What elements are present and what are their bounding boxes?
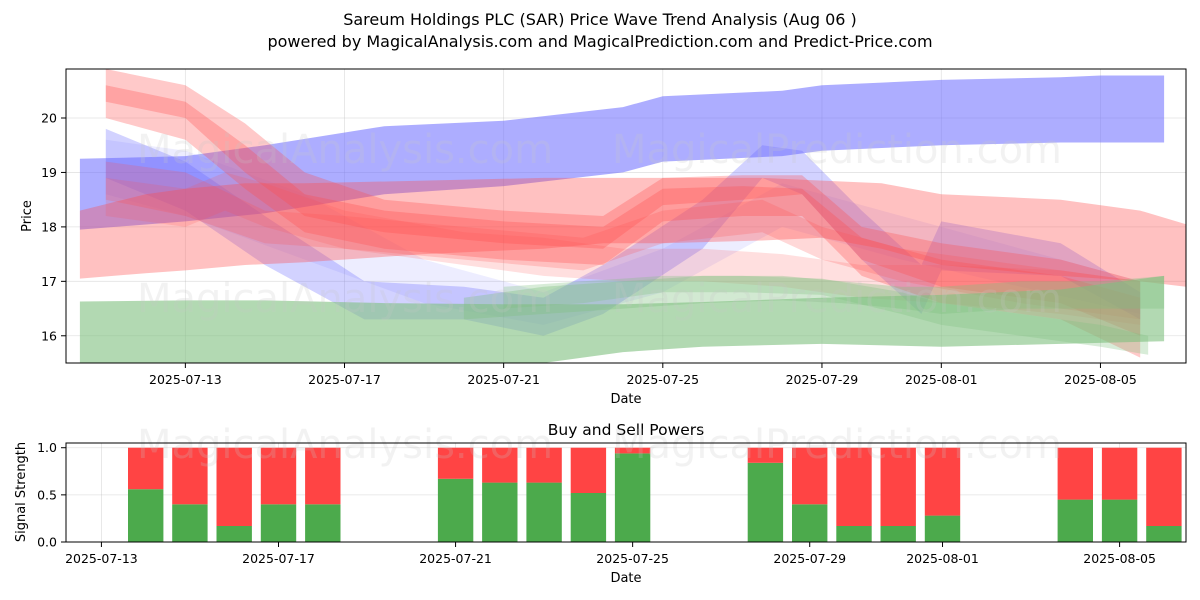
buy-bar-2025-07-23 bbox=[526, 482, 562, 542]
buy-bar-2025-07-25 bbox=[614, 453, 651, 542]
price-y-tick-label: 19 bbox=[41, 165, 57, 180]
power-y-ticks: 0.0 0.5 1.0 bbox=[37, 440, 66, 550]
sell-bar-2025-07-29 bbox=[792, 447, 828, 505]
power-plot-frame bbox=[65, 442, 1187, 543]
buy-bar-2025-08-01 bbox=[924, 515, 961, 542]
power-x-tick-label: 2025-07-21 bbox=[419, 551, 492, 566]
price-wave-chart: MagicalAnalysis.com MagicalPrediction.co… bbox=[20, 68, 1187, 407]
power-x-tick-label: 2025-07-17 bbox=[242, 551, 315, 566]
price-y-ticks: 16 17 18 19 20 bbox=[41, 111, 66, 343]
power-y-tick-label: 0.5 bbox=[37, 487, 57, 502]
sell-bar-2025-07-24 bbox=[570, 447, 607, 493]
buy-bar-2025-07-24 bbox=[570, 493, 607, 542]
price-x-ticks: 2025-07-13 2025-07-17 2025-07-21 2025-07-25… bbox=[149, 363, 1137, 387]
power-y-tick-label: 0.0 bbox=[37, 535, 57, 550]
sell-bar-2025-07-17 bbox=[260, 447, 297, 505]
power-x-tick-label: 2025-07-13 bbox=[65, 551, 138, 566]
sell-bar-2025-08-04 bbox=[1057, 447, 1093, 500]
power-x-tick-label: 2025-08-05 bbox=[1083, 551, 1156, 566]
buy-bar-2025-07-17 bbox=[260, 504, 297, 542]
sell-bar-2025-07-30 bbox=[836, 447, 872, 526]
price-y-axis-label: Price bbox=[20, 200, 35, 232]
band-red-1 bbox=[79, 177, 1186, 287]
band-green-main bbox=[79, 275, 1165, 363]
sell-bar-2025-07-21 bbox=[437, 447, 474, 479]
price-x-tick-label: 2025-07-25 bbox=[626, 372, 699, 387]
buy-bar-2025-07-29 bbox=[792, 504, 828, 542]
sell-bar-2025-07-25 bbox=[614, 447, 651, 454]
price-y-tick-label: 18 bbox=[41, 219, 57, 234]
price-x-tick-label: 2025-07-21 bbox=[467, 372, 540, 387]
buy-bar-2025-07-14 bbox=[128, 489, 164, 542]
sell-bar-2025-08-06 bbox=[1146, 447, 1182, 526]
sell-bar-2025-07-14 bbox=[128, 447, 164, 490]
band-blue-faint bbox=[105, 139, 1141, 325]
sell-bar-2025-07-28 bbox=[747, 447, 784, 463]
power-x-tick-label: 2025-07-25 bbox=[596, 551, 669, 566]
watermark-analysis-mid: MagicalAnalysis.com bbox=[137, 276, 553, 322]
price-plot-frame bbox=[65, 68, 1187, 364]
buy-bar-2025-07-21 bbox=[437, 478, 474, 542]
price-x-tick-label: 2025-07-13 bbox=[149, 372, 222, 387]
sell-bar-2025-07-23 bbox=[526, 447, 562, 483]
buy-bar-2025-08-05 bbox=[1101, 499, 1138, 542]
band-olive-1 bbox=[503, 275, 1149, 355]
band-blue-main bbox=[79, 75, 1165, 230]
buy-bar-2025-07-18 bbox=[305, 504, 341, 542]
watermark-prediction-bottom: MagicalPrediction.com bbox=[612, 422, 1062, 468]
band-red-5 bbox=[105, 172, 1141, 325]
buy-bar-2025-07-31 bbox=[880, 526, 916, 542]
band-red-2 bbox=[105, 69, 1141, 336]
price-y-tick-label: 16 bbox=[41, 328, 57, 343]
buy-bar-2025-07-28 bbox=[747, 462, 784, 542]
buy-bar-2025-08-06 bbox=[1146, 526, 1182, 542]
price-y-tick-label: 20 bbox=[41, 111, 57, 126]
buy-sell-title: Buy and Sell Powers bbox=[548, 421, 705, 439]
power-x-ticks: 2025-07-13 2025-07-17 2025-07-21 2025-07-25… bbox=[65, 542, 1156, 566]
sell-bar-2025-07-31 bbox=[880, 447, 916, 526]
buy-sell-power-chart: Buy and Sell Powers MagicalAnalysis.com … bbox=[14, 421, 1187, 586]
band-red-3 bbox=[105, 85, 1141, 358]
sell-bar-2025-08-01 bbox=[924, 447, 961, 516]
price-x-tick-label: 2025-08-05 bbox=[1064, 372, 1137, 387]
sell-bar-2025-07-18 bbox=[305, 447, 341, 505]
buy-bar-2025-07-16 bbox=[216, 526, 252, 542]
power-x-axis-label: Date bbox=[610, 571, 641, 586]
watermark-analysis-top: MagicalAnalysis.com bbox=[137, 127, 553, 173]
price-x-axis-label: Date bbox=[610, 392, 641, 407]
band-blue-wave bbox=[105, 128, 1141, 336]
price-x-tick-label: 2025-07-29 bbox=[786, 372, 859, 387]
watermark-prediction-top: MagicalPrediction.com bbox=[612, 127, 1062, 173]
chart-subtitle: powered by MagicalAnalysis.com and Magic… bbox=[267, 32, 932, 51]
sell-bar-2025-07-22 bbox=[482, 447, 518, 483]
price-bands bbox=[79, 69, 1186, 363]
chart-title: Sareum Holdings PLC (SAR) Price Wave Tre… bbox=[343, 10, 857, 29]
power-y-axis-label: Signal Strength bbox=[14, 442, 29, 542]
buy-bar-2025-07-30 bbox=[836, 526, 872, 542]
band-green-wave bbox=[463, 275, 1165, 320]
power-x-tick-label: 2025-08-01 bbox=[906, 551, 979, 566]
price-y-tick-label: 17 bbox=[41, 274, 57, 289]
power-x-tick-label: 2025-07-29 bbox=[773, 551, 846, 566]
sell-bar-2025-08-05 bbox=[1101, 447, 1138, 500]
watermark-analysis-bottom: MagicalAnalysis.com bbox=[137, 422, 553, 468]
power-bars bbox=[128, 447, 1182, 542]
watermark-prediction-mid: MagicalPrediction.com bbox=[612, 276, 1062, 322]
price-x-tick-label: 2025-07-17 bbox=[308, 372, 381, 387]
band-red-4 bbox=[105, 161, 1141, 320]
power-y-tick-label: 1.0 bbox=[37, 440, 57, 455]
price-x-tick-label: 2025-08-01 bbox=[905, 372, 978, 387]
buy-bar-2025-07-15 bbox=[172, 504, 208, 542]
buy-bar-2025-08-04 bbox=[1057, 499, 1093, 542]
sell-bar-2025-07-15 bbox=[172, 447, 208, 505]
buy-bar-2025-07-22 bbox=[482, 482, 518, 542]
sell-bar-2025-07-16 bbox=[216, 447, 252, 526]
